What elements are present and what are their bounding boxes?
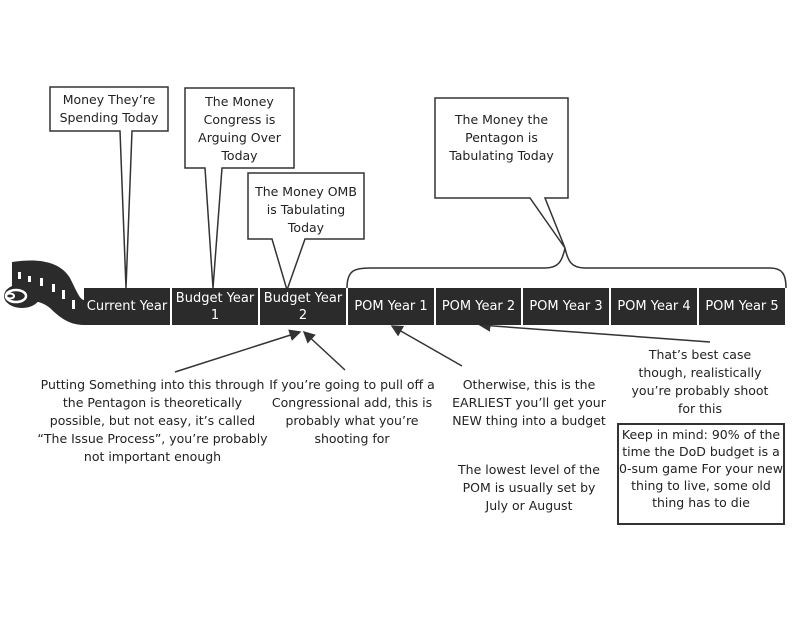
timeline-current-year: Current Year <box>84 288 170 325</box>
pom-brace <box>346 247 787 289</box>
note-keep-in-mind: Keep in mind: 90% of the time the DoD bu… <box>617 423 785 525</box>
callout-current-year <box>49 86 169 289</box>
note-lowest-level: The lowest level of the POM is usually s… <box>458 462 600 513</box>
timeline-pom-year-4: POM Year 4 <box>611 288 697 325</box>
timeline-pom-year-3: POM Year 3 <box>523 288 609 325</box>
timeline-pom-year-2: POM Year 2 <box>436 288 521 325</box>
note-best-case: That’s best case though, realistically y… <box>631 347 769 416</box>
callout-by2-text: The Money OMB is Tabulating Today <box>255 184 357 235</box>
timeline-pom-year-5: POM Year 5 <box>699 288 785 325</box>
callout-pom-text: The Money the Pentagon is Tabulating Tod… <box>449 112 554 163</box>
arrow-issue <box>174 329 302 373</box>
callout-by1-text: The Money Congress is Arguing Over Today <box>198 94 281 163</box>
note-congressional-add: If you’re going to pull off a Congressio… <box>269 377 435 446</box>
callout-pom <box>434 97 569 249</box>
timeline-budget-year-2: Budget Year 2 <box>260 288 346 325</box>
note-issue-process: Putting Something into this through the … <box>37 377 268 464</box>
callout-budget-year-2 <box>247 172 365 293</box>
timeline-budget-year-1: Budget Year 1 <box>172 288 258 325</box>
arrow-bestcase <box>478 319 711 343</box>
arrow-earliest <box>390 325 463 367</box>
callout-budget-year-1 <box>184 87 295 289</box>
arrow-congress <box>302 330 346 371</box>
callout-current-text: Money They’re Spending Today <box>59 92 159 125</box>
note-earliest: Otherwise, this is the EARLIEST you’ll g… <box>452 377 606 428</box>
film-reel-logo-icon <box>4 260 84 325</box>
timeline-pom-year-1: POM Year 1 <box>348 288 434 325</box>
